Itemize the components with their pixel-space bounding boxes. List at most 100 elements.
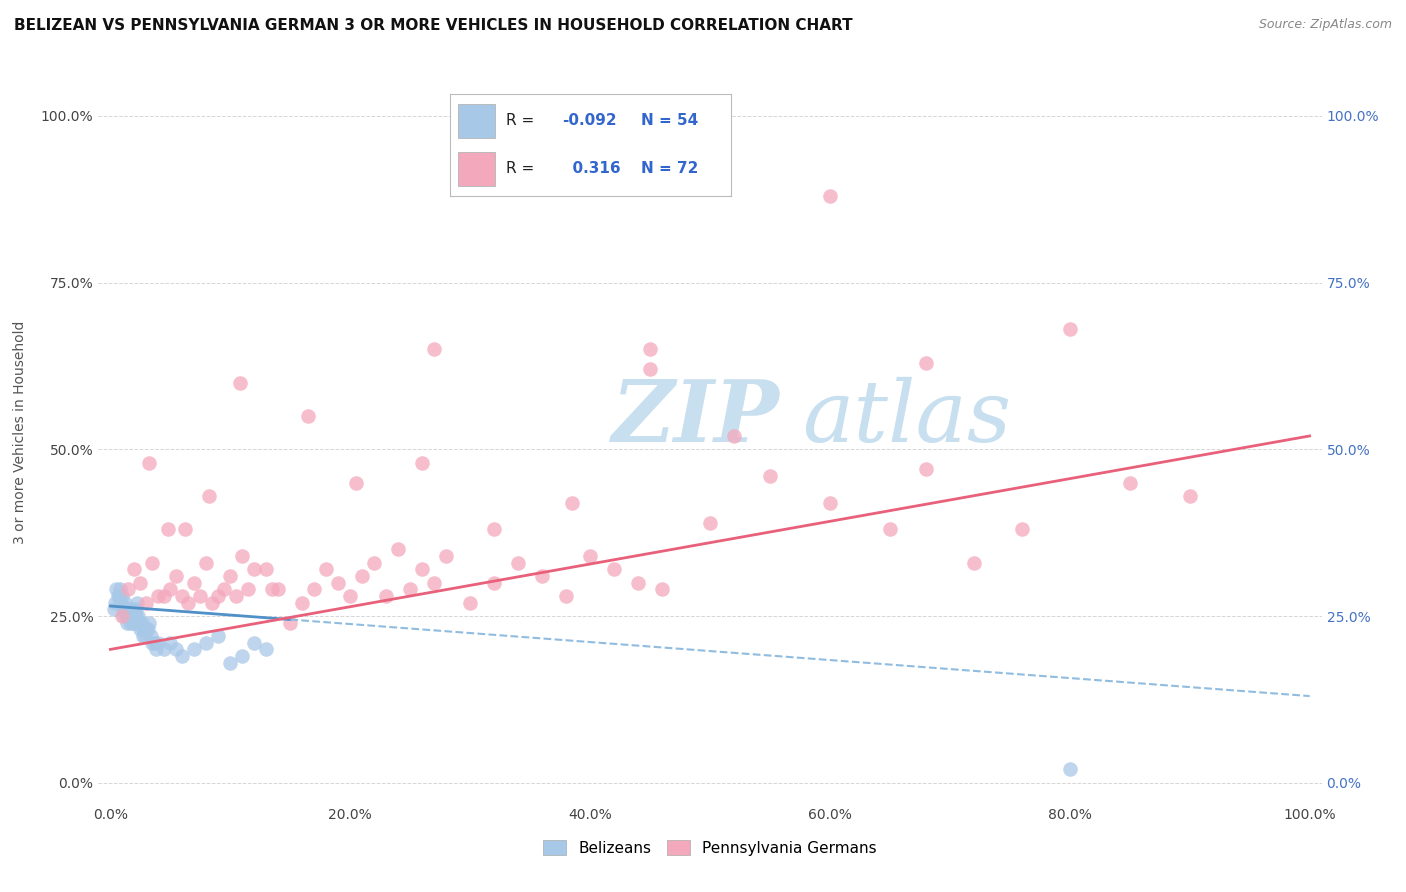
- Point: [207, 629, 229, 643]
- Point: [759, 469, 782, 483]
- Point: [104, 596, 127, 610]
- Point: [434, 549, 457, 563]
- Point: [254, 562, 277, 576]
- Point: [112, 609, 135, 624]
- Point: [375, 589, 398, 603]
- Point: [423, 575, 446, 590]
- Point: [411, 456, 433, 470]
- Point: [915, 462, 938, 476]
- Point: [132, 623, 155, 637]
- Point: [183, 575, 205, 590]
- Point: [278, 615, 301, 630]
- Point: [328, 575, 350, 590]
- Text: -0.092: -0.092: [562, 112, 617, 128]
- Point: [214, 582, 236, 597]
- Point: [107, 589, 129, 603]
- Point: [482, 575, 505, 590]
- FancyBboxPatch shape: [458, 153, 495, 186]
- Point: [508, 556, 530, 570]
- Point: [638, 343, 661, 357]
- Point: [297, 409, 319, 423]
- Point: [153, 642, 176, 657]
- Point: [243, 636, 266, 650]
- Point: [399, 582, 422, 597]
- Text: atlas: atlas: [801, 376, 1011, 459]
- Point: [115, 615, 138, 630]
- Point: [243, 562, 266, 576]
- Point: [1059, 322, 1081, 336]
- Point: [699, 516, 721, 530]
- Point: [1178, 489, 1201, 503]
- Point: [103, 602, 125, 616]
- Point: [291, 596, 314, 610]
- Point: [138, 456, 160, 470]
- Point: [114, 596, 136, 610]
- Point: [195, 636, 218, 650]
- Point: [120, 609, 142, 624]
- Point: [108, 589, 129, 603]
- Y-axis label: 3 or more Vehicles in Household: 3 or more Vehicles in Household: [13, 321, 27, 544]
- Legend: Belizeans, Pennsylvania Germans: Belizeans, Pennsylvania Germans: [537, 834, 883, 862]
- Point: [132, 623, 155, 637]
- Text: N = 54: N = 54: [641, 112, 699, 128]
- Point: [138, 615, 160, 630]
- Point: [111, 589, 134, 603]
- Point: [125, 602, 148, 616]
- Point: [207, 589, 229, 603]
- Point: [125, 596, 148, 610]
- Text: N = 72: N = 72: [641, 161, 699, 176]
- Point: [141, 556, 163, 570]
- Point: [131, 615, 153, 630]
- Point: [531, 569, 554, 583]
- Point: [201, 596, 224, 610]
- Point: [304, 582, 326, 597]
- Point: [879, 522, 901, 536]
- Point: [127, 609, 149, 624]
- Point: [723, 429, 745, 443]
- Point: [315, 562, 337, 576]
- Point: [115, 602, 138, 616]
- Point: [121, 602, 143, 616]
- Point: [231, 549, 253, 563]
- Point: [173, 522, 195, 536]
- Point: [118, 615, 141, 630]
- Point: [458, 596, 481, 610]
- Point: [603, 562, 626, 576]
- Point: [159, 582, 181, 597]
- Text: ZIP: ZIP: [612, 376, 780, 459]
- Point: [111, 602, 134, 616]
- Point: [141, 629, 163, 643]
- Point: [122, 615, 145, 630]
- Point: [172, 648, 194, 663]
- Point: [165, 569, 187, 583]
- Point: [225, 589, 247, 603]
- Point: [129, 615, 152, 630]
- Point: [153, 589, 176, 603]
- Point: [141, 636, 163, 650]
- Point: [1059, 763, 1081, 777]
- Point: [124, 562, 146, 576]
- Text: BELIZEAN VS PENNSYLVANIA GERMAN 3 OR MORE VEHICLES IN HOUSEHOLD CORRELATION CHAR: BELIZEAN VS PENNSYLVANIA GERMAN 3 OR MOR…: [14, 18, 852, 33]
- Point: [818, 496, 841, 510]
- Point: [117, 582, 139, 597]
- Point: [254, 642, 277, 657]
- Point: [124, 609, 146, 624]
- Point: [1011, 522, 1033, 536]
- Text: Source: ZipAtlas.com: Source: ZipAtlas.com: [1258, 18, 1392, 31]
- Point: [411, 562, 433, 576]
- Point: [963, 556, 986, 570]
- Point: [105, 582, 128, 597]
- FancyBboxPatch shape: [458, 104, 495, 137]
- Point: [132, 629, 155, 643]
- Point: [229, 376, 252, 390]
- Text: 0.316: 0.316: [562, 161, 621, 176]
- Text: R =: R =: [506, 112, 540, 128]
- Point: [115, 609, 138, 624]
- Point: [555, 589, 578, 603]
- Point: [627, 575, 650, 590]
- Point: [183, 642, 205, 657]
- Point: [651, 582, 673, 597]
- Point: [111, 609, 134, 624]
- Text: R =: R =: [506, 161, 540, 176]
- Point: [145, 642, 167, 657]
